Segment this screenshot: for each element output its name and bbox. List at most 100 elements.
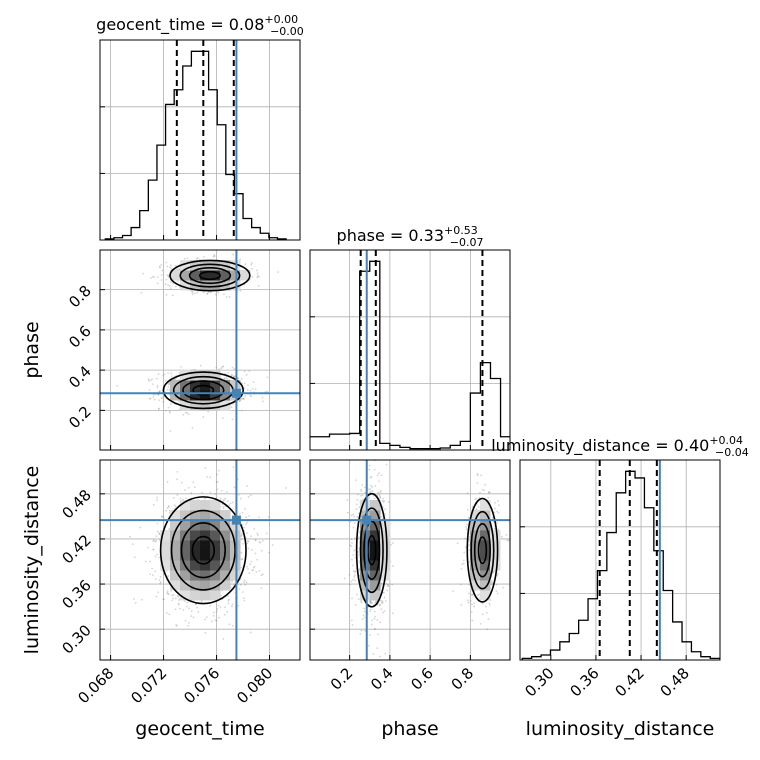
- sample-point: [186, 411, 189, 414]
- sample-point: [184, 489, 186, 492]
- sample-point: [488, 491, 490, 493]
- sample-point: [481, 613, 484, 616]
- histogram-step: [310, 260, 510, 450]
- density-cell: [370, 510, 381, 521]
- sample-point: [171, 594, 174, 597]
- sample-point: [144, 560, 147, 563]
- sample-point: [167, 506, 170, 508]
- sample-point: [390, 543, 392, 546]
- sample-point: [201, 491, 203, 494]
- sample-point: [170, 264, 172, 267]
- sample-point: [356, 515, 359, 518]
- sample-point: [488, 602, 491, 605]
- sample-point: [248, 370, 251, 372]
- density-cell: [190, 540, 201, 551]
- sample-point: [233, 583, 235, 586]
- sample-point: [363, 486, 366, 489]
- sample-point: [463, 551, 466, 554]
- sample-point: [251, 549, 253, 551]
- sample-point: [464, 537, 467, 540]
- sample-point: [231, 581, 233, 583]
- sample-point: [174, 597, 177, 600]
- sample-point: [382, 501, 385, 503]
- sample-point: [374, 601, 376, 604]
- density-cell: [210, 370, 221, 381]
- sample-point: [382, 611, 384, 614]
- sample-point: [380, 608, 383, 611]
- sample-point: [343, 577, 346, 580]
- sample-point: [355, 508, 358, 510]
- sample-point: [240, 398, 243, 400]
- density-cell: [170, 530, 181, 541]
- density-cell: [380, 550, 391, 561]
- density-cell: [210, 280, 221, 291]
- sample-point: [198, 258, 201, 261]
- density-cell: [190, 390, 201, 401]
- sample-point: [257, 284, 260, 287]
- sample-point: [231, 501, 234, 504]
- sample-point: [250, 262, 253, 264]
- sample-point: [160, 515, 163, 518]
- sample-point: [376, 474, 379, 477]
- density-cell: [180, 400, 191, 411]
- sample-point: [166, 507, 169, 510]
- sample-point: [385, 582, 388, 585]
- sample-point: [176, 470, 179, 473]
- sample-point: [364, 629, 367, 632]
- sample-point: [359, 494, 362, 497]
- sample-point: [351, 597, 353, 600]
- sample-point: [178, 599, 180, 601]
- sample-point: [383, 609, 386, 612]
- sample-point: [247, 547, 250, 550]
- sample-point: [171, 294, 174, 297]
- y-tick-label: 0.48: [58, 486, 94, 522]
- sample-point: [171, 282, 174, 285]
- sample-point: [496, 572, 499, 575]
- sample-point: [156, 386, 159, 389]
- sample-point: [157, 393, 160, 396]
- sample-point: [207, 291, 210, 293]
- contour-level: [192, 384, 215, 396]
- sample-point: [268, 551, 270, 554]
- sample-point: [222, 499, 225, 501]
- sample-point: [485, 605, 487, 608]
- sample-point: [490, 583, 493, 586]
- sample-point: [166, 590, 169, 593]
- density-cell: [230, 570, 241, 581]
- sample-point: [152, 276, 155, 279]
- sample-point: [156, 496, 159, 499]
- sample-point: [497, 528, 500, 531]
- sample-point: [157, 408, 160, 410]
- density-cell: [160, 540, 171, 551]
- sample-point: [191, 426, 194, 429]
- sample-point: [196, 291, 198, 294]
- sample-point: [495, 590, 498, 592]
- truth-marker: [231, 388, 241, 398]
- density-cell: [360, 540, 371, 551]
- sample-point: [367, 498, 370, 500]
- sample-point: [360, 600, 363, 603]
- sample-point: [151, 378, 154, 381]
- sample-point: [175, 624, 178, 627]
- sample-point: [360, 490, 363, 493]
- sample-point: [164, 283, 167, 286]
- density-cell: [190, 560, 201, 571]
- density-cell: [180, 510, 191, 521]
- density-cell: [190, 500, 201, 511]
- sample-point: [363, 607, 366, 610]
- density-cell: [370, 530, 381, 541]
- sample-point: [153, 398, 156, 401]
- density-cell: [210, 590, 221, 601]
- sample-point: [363, 610, 366, 613]
- sample-point: [172, 593, 175, 596]
- density-cell: [180, 570, 191, 581]
- sample-point: [190, 290, 193, 293]
- sample-point: [496, 521, 498, 524]
- sample-point: [240, 551, 243, 554]
- sample-point: [470, 593, 473, 596]
- sample-point: [159, 576, 162, 578]
- sample-point: [496, 574, 499, 577]
- density-cell: [200, 260, 211, 271]
- sample-point: [175, 624, 178, 626]
- sample-point: [209, 291, 212, 294]
